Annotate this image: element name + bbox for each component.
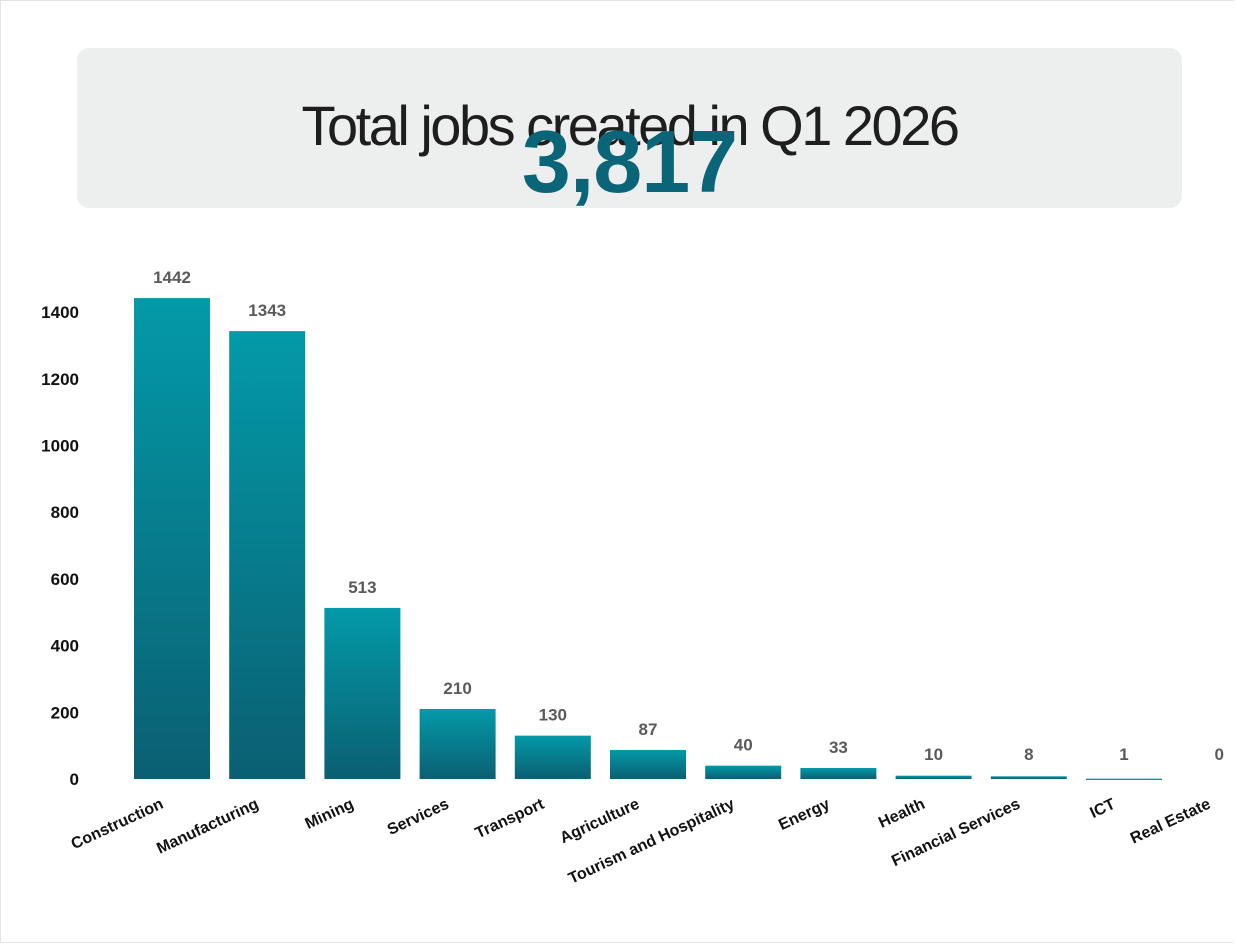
- y-tick-label: 1000: [41, 437, 79, 456]
- value-label: 1343: [248, 301, 286, 320]
- x-category-label: Services: [385, 796, 452, 839]
- bar-health: [895, 775, 972, 779]
- bar-manufacturing: [229, 331, 306, 779]
- y-tick-label: 1400: [41, 303, 79, 322]
- value-label: 8: [1024, 745, 1033, 764]
- bars: [134, 298, 1162, 780]
- y-tick-label: 800: [51, 503, 79, 522]
- y-axis: 0 200 400 600 800 1000 1200 1400: [41, 303, 79, 789]
- y-tick-label: 400: [51, 637, 79, 656]
- bar-services: [419, 708, 496, 779]
- bar-financial-services: [990, 776, 1067, 779]
- bar-agriculture: [610, 749, 686, 779]
- y-tick-label: 200: [51, 703, 79, 722]
- y-tick-label: 600: [51, 570, 79, 589]
- x-category-label: Manufacturing: [154, 796, 261, 858]
- value-label: 130: [539, 706, 567, 725]
- value-label: 1: [1119, 745, 1128, 764]
- x-category-label: Real Estate: [1128, 796, 1213, 848]
- bar-transport: [514, 735, 591, 779]
- value-label: 10: [924, 745, 943, 764]
- value-label: 210: [443, 679, 471, 698]
- headline: Total jobs created in Q1 2026: [301, 94, 960, 157]
- bar-construction: [134, 298, 210, 779]
- x-category-label: Energy: [776, 796, 832, 834]
- x-category-label: Construction: [69, 796, 166, 853]
- bar-mining: [324, 607, 401, 779]
- x-category-label: ICT: [1088, 796, 1119, 822]
- x-category-label: Transport: [473, 795, 548, 842]
- value-label: 513: [348, 578, 376, 597]
- x-category-label: Mining: [303, 796, 357, 833]
- value-label: 0: [1214, 745, 1223, 764]
- value-label: 1442: [153, 268, 191, 287]
- total-jobs-value: 3,817: [521, 112, 738, 211]
- x-category-label: Health: [876, 796, 928, 832]
- bar-ict: [1086, 778, 1162, 780]
- bar-tourism-and-hospitality: [705, 765, 782, 779]
- bar-energy: [800, 767, 877, 779]
- x-category-label: Agriculture: [558, 796, 643, 848]
- value-label: 40: [734, 736, 753, 755]
- summary-panel: Total jobs created in Q1 2026 3,817: [77, 48, 1182, 208]
- x-category-label: Tourism and Hospitality: [566, 796, 737, 888]
- y-tick-label: 1200: [41, 370, 79, 389]
- value-label: 33: [829, 738, 848, 757]
- value-label: 87: [639, 720, 658, 739]
- y-tick-label: 0: [70, 770, 79, 789]
